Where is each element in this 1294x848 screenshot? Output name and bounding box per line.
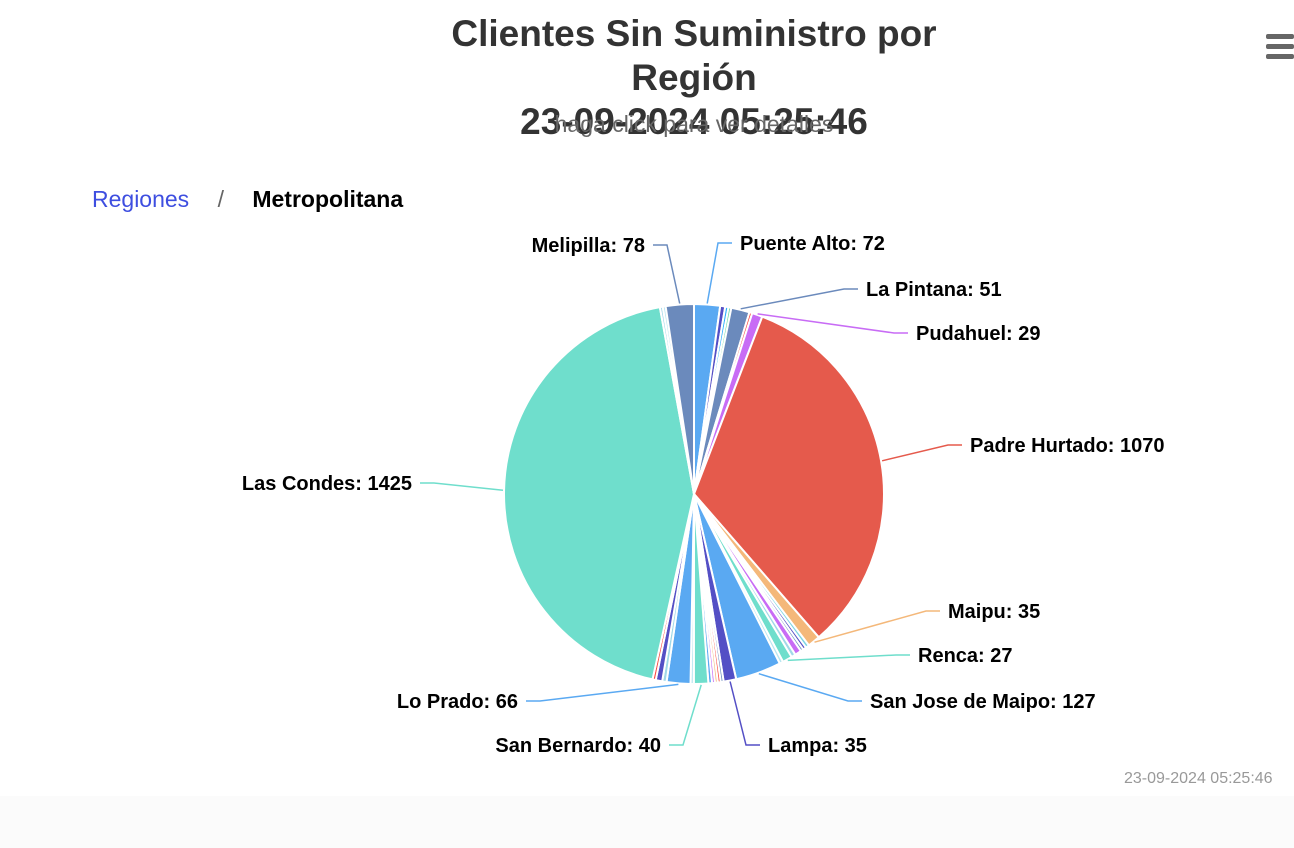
data-label-puente-alto: Puente Alto: 72 — [740, 233, 885, 255]
data-label-lo-prado: Lo Prado: 66 — [397, 691, 518, 713]
breadcrumb-separator: / — [217, 186, 224, 212]
data-label-lampa: Lampa: 35 — [768, 735, 867, 757]
pie-slice-las-condes[interactable] — [503, 306, 695, 681]
data-label-renca: Renca: 27 — [918, 645, 1013, 667]
data-label-padre-hurtado: Padre Hurtado: 1070 — [970, 435, 1165, 457]
connector-lampa — [729, 681, 760, 746]
connector-la-pintana — [740, 288, 858, 310]
chart-title-line1: Clientes Sin Suministro por Región — [451, 13, 937, 98]
connector-melipilla — [653, 244, 681, 304]
bottom-band — [0, 796, 1294, 848]
breadcrumb-regiones-link[interactable]: Regiones — [92, 186, 190, 212]
data-label-melipilla: Melipilla: 78 — [532, 235, 645, 257]
connector-puente-alto — [706, 242, 732, 304]
data-label-pudahuel: Pudahuel: 29 — [916, 323, 1040, 345]
connector-las-condes — [420, 482, 504, 491]
chart-title: Clientes Sin Suministro por Región 23-09… — [394, 12, 994, 144]
data-label-maipu: Maipu: 35 — [948, 601, 1040, 623]
connector-san-bernardo — [669, 684, 702, 746]
data-label-las-condes: Las Condes: 1425 — [242, 473, 412, 495]
pie-slice-padre-hurtado[interactable] — [693, 315, 885, 639]
data-label-san-jose-de-maipo: San Jose de Maipo: 127 — [870, 691, 1096, 713]
breadcrumb-current: Metropolitana — [252, 186, 404, 212]
connector-padre-hurtado — [881, 444, 962, 462]
connector-renca — [787, 654, 910, 662]
connector-lo-prado — [526, 683, 679, 702]
chart-timestamp: 23-09-2024 05:25:46 — [1124, 770, 1273, 787]
chart-subtitle: haga click para ver detalles — [554, 111, 834, 137]
connector-san-jose-de-maipo — [758, 672, 862, 702]
connector-maipu — [814, 610, 940, 643]
data-label-san-bernardo: San Bernardo: 40 — [495, 735, 661, 757]
hamburger-menu-icon[interactable] — [1264, 31, 1294, 61]
connector-pudahuel — [757, 313, 908, 334]
breadcrumb: Regiones / Metropolitana — [92, 186, 403, 213]
chart-title-line2: 23-09-2024 05:25:46 — [520, 101, 868, 142]
pie-slice-melipilla[interactable] — [664, 302, 695, 495]
data-label-la-pintana: La Pintana: 51 — [866, 279, 1002, 301]
